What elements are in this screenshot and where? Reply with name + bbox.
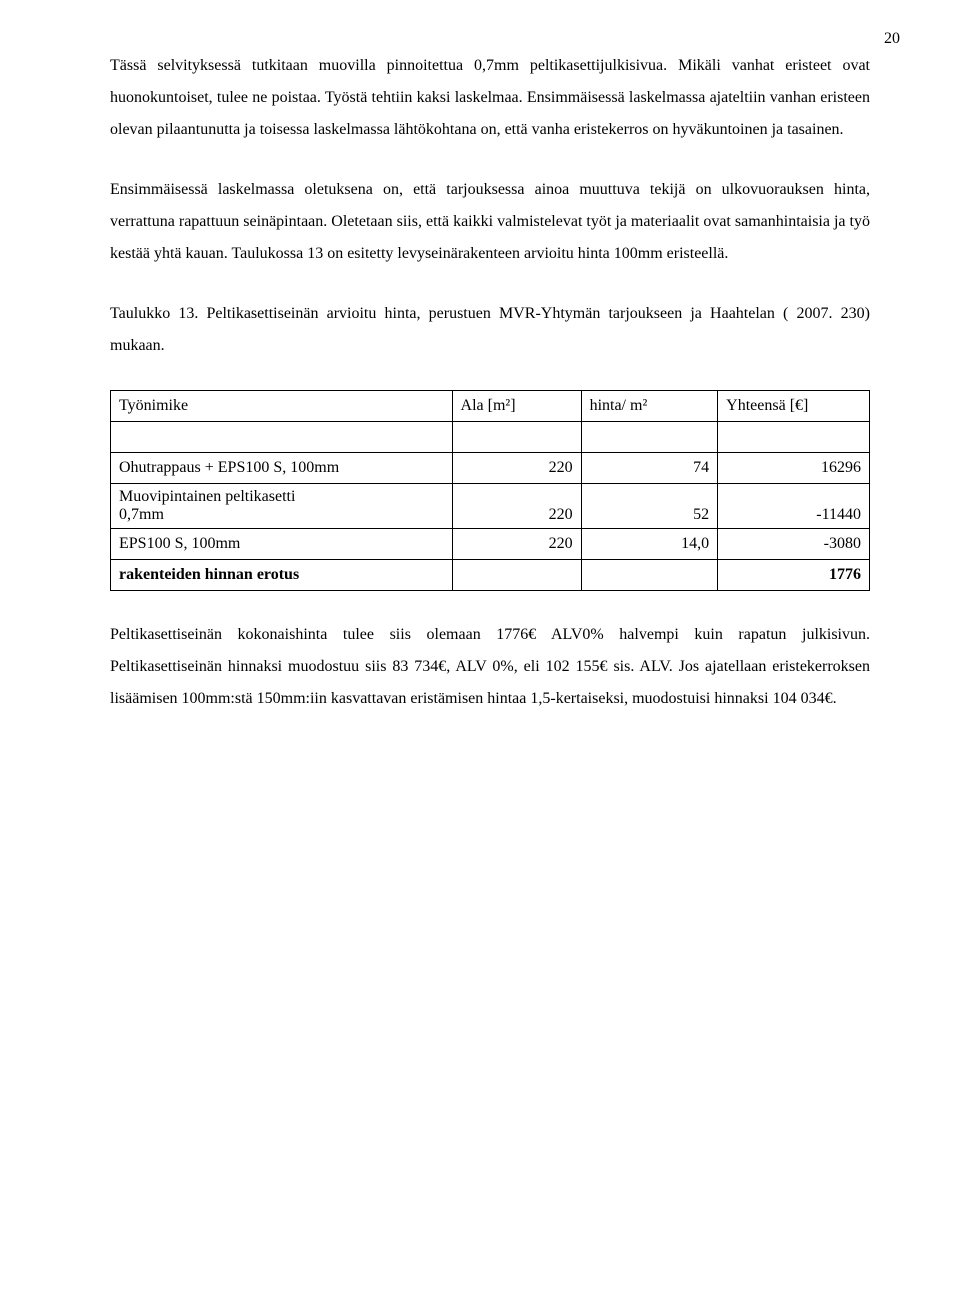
table-cell-label: Ohutrappaus + EPS100 S, 100mm xyxy=(111,453,453,484)
table-cell-empty xyxy=(452,560,581,591)
cost-table: Työnimike Ala [m²] hinta/ m² Yhteensä [€… xyxy=(110,390,870,591)
table-footer-total: 1776 xyxy=(718,560,870,591)
table-cell-area: 220 xyxy=(452,453,581,484)
table-cell-area: 220 xyxy=(452,529,581,560)
table-footer-label: rakenteiden hinnan erotus xyxy=(111,560,453,591)
table-cell-label: EPS100 S, 100mm xyxy=(111,529,453,560)
table-header-cell: hinta/ m² xyxy=(581,391,718,422)
body-paragraph-1: Tässä selvityksessä tutkitaan muovilla p… xyxy=(110,50,870,146)
table-spacer-row xyxy=(111,422,870,453)
page-number: 20 xyxy=(884,30,900,48)
table-cell-empty xyxy=(581,560,718,591)
table-row: EPS100 S, 100mm 220 14,0 -3080 xyxy=(111,529,870,560)
table-caption: Taulukko 13. Peltikasettiseinän arvioitu… xyxy=(110,298,870,362)
document-page: 20 Tässä selvityksessä tutkitaan muovill… xyxy=(0,0,960,1289)
table-footer-row: rakenteiden hinnan erotus 1776 xyxy=(111,560,870,591)
table-cell-empty xyxy=(718,422,870,453)
table-cell-total: -11440 xyxy=(718,484,870,529)
table-header-cell: Työnimike xyxy=(111,391,453,422)
table-cell-label-multiline: Muovipintainen peltikasetti 0,7mm xyxy=(111,484,453,529)
table-cell-total: -3080 xyxy=(718,529,870,560)
table-cell-price: 74 xyxy=(581,453,718,484)
table-cell-price: 52 xyxy=(581,484,718,529)
table-cell-empty xyxy=(111,422,453,453)
table-cell-area: 220 xyxy=(452,484,581,529)
table-cell-empty xyxy=(452,422,581,453)
body-paragraph-3: Peltikasettiseinän kokonaishinta tulee s… xyxy=(110,619,870,715)
table-cell-label-line1: Muovipintainen peltikasetti xyxy=(119,488,295,505)
body-paragraph-2: Ensimmäisessä laskelmassa oletuksena on,… xyxy=(110,174,870,270)
table-cell-label-line2: 0,7mm xyxy=(119,506,164,523)
table-header-row: Työnimike Ala [m²] hinta/ m² Yhteensä [€… xyxy=(111,391,870,422)
table-header-cell: Yhteensä [€] xyxy=(718,391,870,422)
table-cell-empty xyxy=(581,422,718,453)
table-cell-price: 14,0 xyxy=(581,529,718,560)
table-cell-total: 16296 xyxy=(718,453,870,484)
table-row: Ohutrappaus + EPS100 S, 100mm 220 74 162… xyxy=(111,453,870,484)
table-header-cell: Ala [m²] xyxy=(452,391,581,422)
